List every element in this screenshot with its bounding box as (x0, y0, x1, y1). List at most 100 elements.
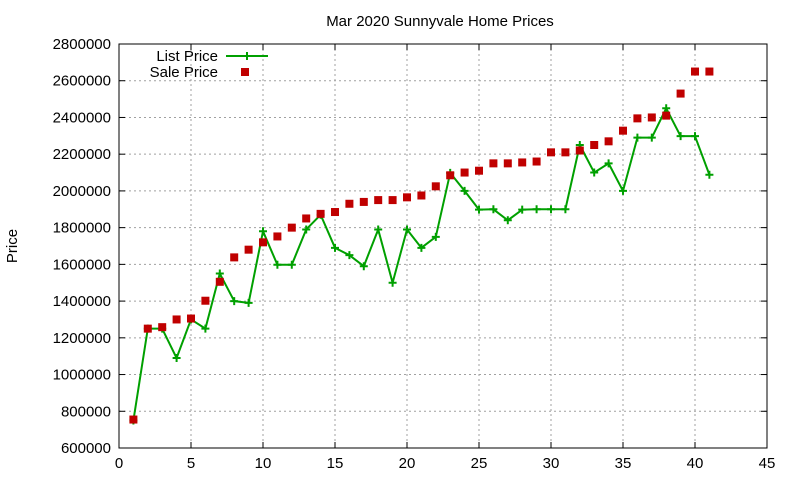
list-price-point (503, 216, 512, 225)
x-tick-label: 20 (399, 455, 416, 472)
sale-price-point (590, 141, 599, 149)
list-price-point (359, 262, 368, 271)
x-tick-label: 35 (615, 455, 632, 472)
sale-price-point (359, 197, 368, 206)
sale-price-point (532, 157, 541, 166)
y-tick-label: 2600000 (53, 73, 111, 90)
sale-price-point (633, 114, 642, 123)
series-sale-price (129, 67, 714, 424)
list-price-point (532, 205, 541, 214)
sale-price-point (691, 67, 699, 76)
sale-price-point (273, 232, 282, 241)
list-price-point (662, 104, 671, 113)
sale-price-point (518, 158, 527, 167)
list-price-point (518, 205, 527, 214)
sale-price-point (503, 159, 512, 168)
y-tick-label: 1400000 (53, 293, 111, 310)
list-price-point (273, 260, 282, 269)
list-price-point (547, 205, 555, 214)
list-price-point (345, 251, 354, 260)
sale-price-point (417, 191, 426, 200)
sale-price-point (676, 89, 685, 98)
list-price-point (244, 298, 253, 307)
list-price-point (604, 159, 613, 168)
list-price-point (201, 324, 210, 333)
y-axis-label: Price (4, 229, 21, 263)
x-tick-label: 45 (759, 455, 776, 472)
list-price-point (259, 227, 267, 236)
list-price-point (691, 132, 699, 141)
sale-price-point (662, 111, 671, 120)
sale-price-point (345, 199, 354, 208)
x-tick-label: 30 (543, 455, 560, 472)
list-price-point (705, 170, 714, 179)
list-price-point (590, 168, 599, 177)
x-tick-label: 25 (471, 455, 488, 472)
list-price-point (215, 269, 224, 278)
sale-price-point (388, 196, 397, 205)
sale-price-point (561, 148, 570, 157)
list-price-point (230, 297, 239, 306)
sale-price-point (158, 323, 167, 332)
sale-price-point (244, 245, 253, 254)
sale-price-point (705, 67, 714, 76)
legend-label: Sale Price (150, 64, 218, 81)
sale-price-point (215, 277, 224, 286)
series-list-price (129, 104, 714, 425)
sale-price-point (230, 253, 239, 262)
y-tick-label: 1600000 (53, 256, 111, 273)
y-tick-label: 600000 (61, 440, 111, 457)
list-price-point (403, 225, 411, 234)
sale-price-point (143, 324, 152, 333)
list-price-point (489, 205, 498, 214)
legend-square-swatch (241, 68, 249, 76)
y-tick-label: 2000000 (53, 183, 111, 200)
list-price-point (460, 186, 469, 195)
sale-price-point (331, 208, 339, 217)
list-price-point (676, 132, 685, 141)
sale-price-point (489, 159, 498, 168)
x-tick-label: 15 (327, 455, 344, 472)
sale-price-point (647, 113, 656, 122)
sale-price-point (403, 193, 411, 202)
y-tick-label: 1200000 (53, 330, 111, 347)
list-price-point (172, 354, 181, 363)
list-price-point (633, 133, 642, 142)
list-price-point (302, 225, 311, 234)
sale-price-point (460, 168, 469, 177)
list-price-point (388, 278, 397, 287)
sale-price-point (619, 126, 627, 135)
list-price-point (475, 205, 483, 214)
sale-price-point (604, 137, 613, 146)
x-tick-label: 0 (115, 455, 123, 472)
list-price-point (619, 186, 627, 195)
sale-price-point (129, 415, 138, 424)
list-price-point (647, 133, 656, 142)
list-price-point (331, 243, 339, 252)
series-layer (129, 67, 714, 425)
sale-price-point (201, 296, 210, 305)
sale-price-point (259, 238, 267, 247)
list-price-point (287, 260, 296, 269)
sale-price-point (287, 223, 296, 232)
sale-price-point (446, 171, 455, 180)
sale-price-point (475, 166, 483, 175)
x-tick-label: 10 (255, 455, 272, 472)
sale-price-point (431, 182, 440, 191)
y-tick-label: 2400000 (53, 109, 111, 126)
list-price-point (431, 232, 440, 241)
y-tick-label: 1800000 (53, 220, 111, 237)
x-tick-label: 5 (187, 455, 195, 472)
y-tick-label: 2800000 (53, 36, 111, 53)
sale-price-point (547, 148, 555, 157)
list-price-point (561, 205, 570, 214)
list-price-point (417, 243, 426, 252)
sale-price-point (316, 209, 325, 218)
legend-label: List Price (156, 48, 218, 65)
sale-price-point (172, 315, 181, 324)
plot-frame (118, 43, 768, 449)
sale-price-point (187, 314, 195, 323)
